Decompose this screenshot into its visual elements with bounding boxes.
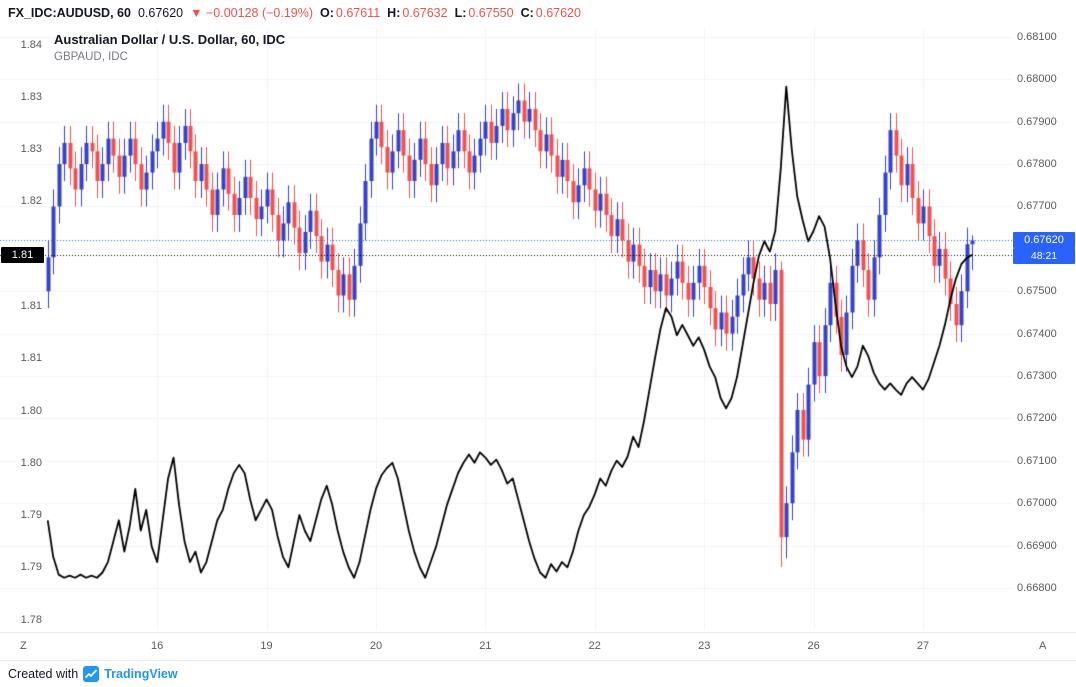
timezone-label[interactable]: Z <box>20 640 27 652</box>
footer-bar: Created with TradingView <box>0 660 1076 686</box>
right-axis-label: 0.67500 <box>1017 285 1057 298</box>
last-price: 0.67620 <box>137 6 184 20</box>
high-readout: H: 0.67632 <box>387 6 448 20</box>
open-readout: O: 0.67611 <box>320 6 381 20</box>
time-axis-label: 21 <box>479 640 492 652</box>
left-axis-label: 1.84 <box>20 38 42 51</box>
right-axis-label: 0.67900 <box>1017 115 1057 128</box>
left-axis-label: 1.82 <box>20 195 42 208</box>
time-axis[interactable]: Z A 16 19 20 21 22 23 26 27 <box>0 632 1076 661</box>
chart-legend: Australian Dollar / U.S. Dollar, 60, IDC… <box>54 32 285 63</box>
left-axis-label: 1.80 <box>20 456 42 469</box>
chart-area: Australian Dollar / U.S. Dollar, 60, IDC… <box>0 26 1076 632</box>
right-axis-label: 0.67000 <box>1017 497 1057 510</box>
right-axis-label: 0.66800 <box>1017 582 1057 595</box>
right-axis-label: 0.66900 <box>1017 539 1057 552</box>
tradingview-brand-link[interactable]: TradingView <box>104 666 178 681</box>
time-axis-label: 22 <box>588 640 601 652</box>
time-axis-label: 16 <box>151 640 164 652</box>
right-axis-label: 0.68000 <box>1017 73 1057 86</box>
audusd-last-price-box: 0.67620 <box>1013 232 1075 249</box>
left-axis-label: 1.80 <box>20 404 42 417</box>
down-arrow-icon: ▼ <box>190 6 203 20</box>
tradingview-logo-icon <box>83 665 100 682</box>
time-axis-label: 27 <box>916 640 930 652</box>
price-change-value: −0.00128 (−0.19%) <box>205 6 314 20</box>
left-axis-label: 1.79 <box>20 509 42 522</box>
right-axis-label: 0.67400 <box>1017 327 1057 340</box>
close-readout: C: 0.67620 <box>520 6 581 20</box>
right-axis-label: 0.68100 <box>1017 30 1057 43</box>
left-axis-label: 1.79 <box>20 561 42 574</box>
price-change: ▼ −0.00128 (−0.19%) <box>190 6 313 20</box>
chart-title[interactable]: Australian Dollar / U.S. Dollar, 60, IDC <box>54 32 286 47</box>
right-axis-label: 0.67800 <box>1017 158 1057 171</box>
right-axis-label: 0.67300 <box>1017 370 1057 383</box>
time-axis-label: 19 <box>260 640 273 652</box>
price-chart-canvas[interactable] <box>0 26 1076 632</box>
left-axis-label: 1.81 <box>20 300 42 312</box>
time-axis-label: 26 <box>807 640 820 652</box>
right-axis-label: 0.67700 <box>1017 200 1057 213</box>
right-axis-label: 0.67100 <box>1017 454 1057 467</box>
symbol-title[interactable]: FX_IDC:AUDUSD, 60 <box>8 6 131 20</box>
left-axis-label: 1.81 <box>20 352 42 365</box>
left-axis-label: 1.78 <box>20 613 42 626</box>
low-readout: L: 0.67550 <box>454 6 514 20</box>
overlay-symbol-label[interactable]: GBPAUD, IDC <box>54 51 128 63</box>
right-axis-label: 0.67200 <box>1017 412 1057 425</box>
time-axis-label: 20 <box>369 640 383 652</box>
bar-countdown: 48:21 <box>1013 248 1075 265</box>
auto-scale-label[interactable]: A <box>1039 640 1047 652</box>
left-axis-label: 1.83 <box>20 143 42 156</box>
gbpaud-last-value-box: 1.81 <box>1 246 44 263</box>
left-axis-label: 1.83 <box>20 90 42 103</box>
symbol-info-bar: FX_IDC:AUDUSD, 60 0.67620 ▼ −0.00128 (−0… <box>0 0 1076 26</box>
created-with-label: Created with <box>8 666 79 681</box>
time-axis-label: 23 <box>698 640 711 652</box>
